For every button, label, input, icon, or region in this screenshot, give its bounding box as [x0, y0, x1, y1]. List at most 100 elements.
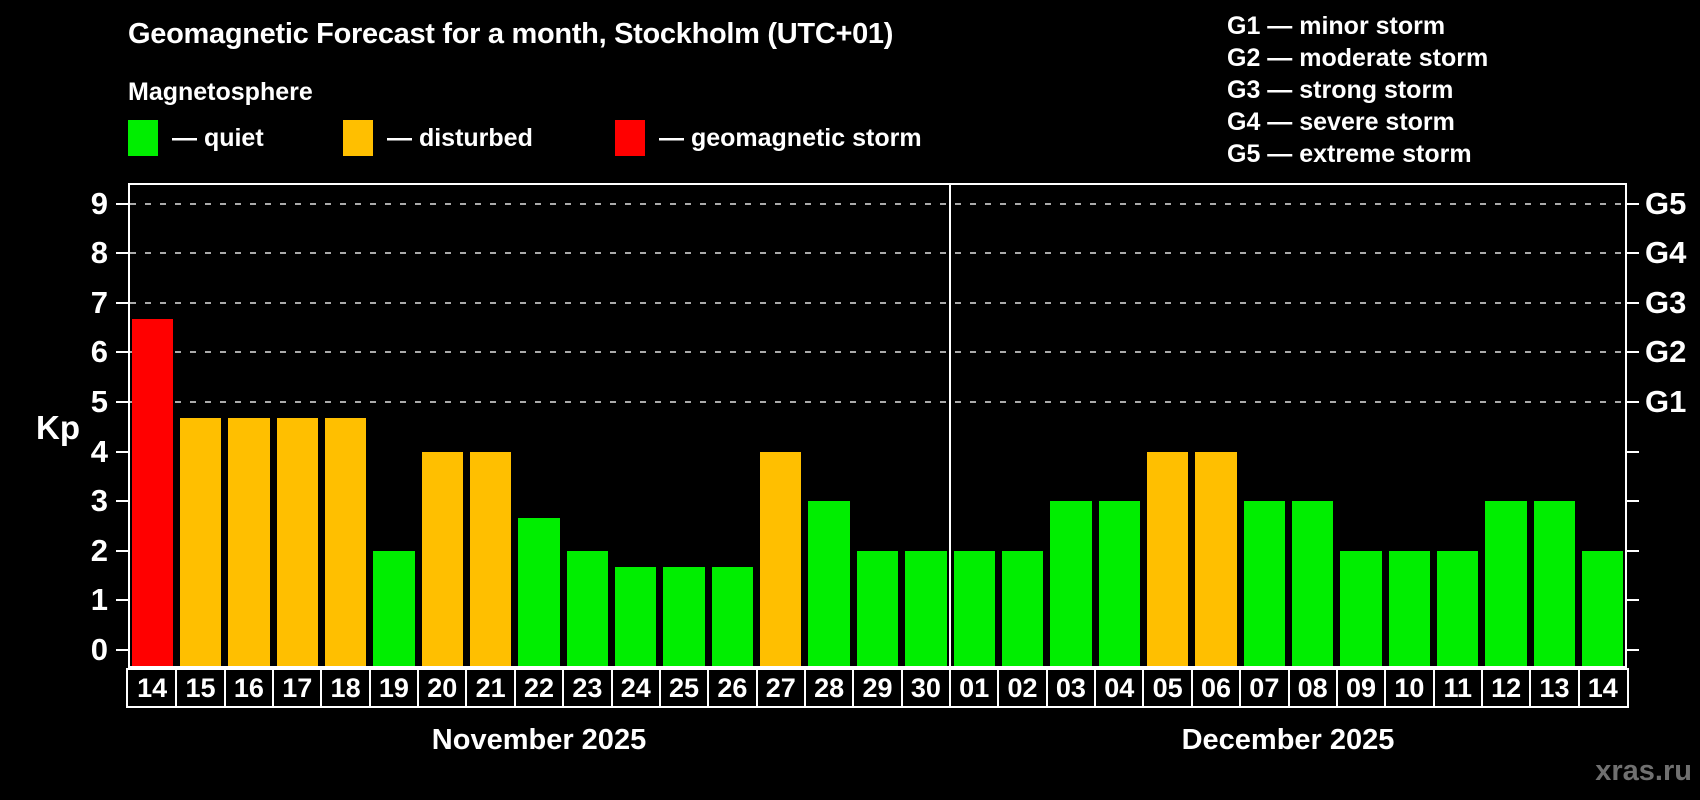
- y-axis-tick-left: [116, 252, 128, 255]
- kp-bar: [421, 451, 463, 666]
- plot-area: [128, 183, 1627, 668]
- g-axis-label-g1: G1: [1645, 384, 1687, 419]
- day-label-cell: 04: [1104, 673, 1135, 703]
- y-axis-tick-left: [116, 450, 128, 453]
- day-cell-divider: [900, 670, 903, 706]
- y-axis-tick-left: [116, 549, 128, 552]
- day-cell-divider: [562, 670, 565, 706]
- day-cell-divider: [707, 670, 710, 706]
- day-cell-divider: [1190, 670, 1193, 706]
- day-cell-divider: [803, 670, 806, 706]
- y-axis-tick-right: [1627, 649, 1639, 651]
- kp-bar: [1146, 451, 1189, 666]
- legend-label-storm: — geomagnetic storm: [659, 123, 922, 152]
- day-label-cell: 19: [378, 673, 409, 703]
- day-label-cell: 12: [1491, 673, 1522, 703]
- y-axis-tick-label: 3: [90, 483, 108, 519]
- kp-bar: [808, 501, 850, 666]
- kp-bar: [1195, 451, 1237, 666]
- day-cell-divider: [1577, 670, 1580, 706]
- day-cell-divider: [513, 670, 516, 706]
- day-label-cell: 03: [1055, 673, 1086, 703]
- y-axis-tick-label: 2: [90, 532, 108, 568]
- kp-bar: [469, 451, 512, 666]
- g-legend-line-g5: G5 — extreme storm: [1227, 140, 1472, 168]
- day-label-cell: 06: [1200, 673, 1231, 703]
- day-cell-divider: [320, 670, 323, 706]
- day-label-cell: 10: [1394, 673, 1425, 703]
- day-label-cell: 25: [669, 673, 700, 703]
- g-axis-label-g5: G5: [1645, 185, 1687, 221]
- y-axis-tick-left: [116, 202, 128, 205]
- day-label-row: [126, 668, 1629, 708]
- kp-bar: [179, 418, 222, 666]
- disturbed-swatch-icon: [343, 120, 373, 156]
- month-label-november: November 2025: [431, 724, 647, 756]
- kp-bar: [663, 567, 705, 666]
- quiet-swatch-icon: [128, 120, 158, 156]
- kp-bar: [1485, 501, 1527, 666]
- y-axis-tick-right: [1627, 351, 1639, 354]
- kp-bar: [1437, 550, 1479, 666]
- kp-bar: [518, 517, 560, 666]
- day-label-cell: 18: [330, 673, 361, 703]
- kp-bar: [1292, 501, 1334, 666]
- day-label-cell: 15: [185, 673, 216, 703]
- y-axis-tick-right: [1627, 599, 1639, 602]
- day-cell-divider: [417, 670, 420, 706]
- gridline-kp-5: [130, 401, 1625, 403]
- kp-bar: [1582, 550, 1624, 666]
- day-label-cell: 27: [765, 673, 796, 703]
- day-cell-divider: [1432, 670, 1435, 706]
- day-label-cell: 11: [1443, 673, 1473, 703]
- legend-item-storm: — geomagnetic storm: [615, 120, 922, 156]
- day-cell-divider: [1335, 670, 1338, 706]
- storm-swatch-icon: [615, 120, 645, 156]
- y-axis-tick-left: [116, 351, 128, 354]
- kp-bar: [1243, 501, 1285, 666]
- legend-item-disturbed: — disturbed: [343, 120, 533, 156]
- y-axis-tick-left: [116, 500, 128, 503]
- gridline-kp-9: [130, 202, 1625, 205]
- day-cell-divider: [1480, 670, 1483, 706]
- y-axis-tick-right: [1627, 500, 1639, 503]
- kp-bar: [760, 451, 802, 666]
- day-label-cell: 05: [1152, 673, 1183, 703]
- day-cell-divider: [368, 670, 371, 706]
- g-legend-line-g3: G3 — strong storm: [1227, 76, 1454, 104]
- day-cell-divider: [223, 670, 226, 706]
- g-legend-line-g1: G1 — minor storm: [1227, 12, 1446, 40]
- kp-bar: [324, 418, 367, 666]
- gridline-kp-8: [130, 252, 1625, 255]
- day-label-cell: 02: [1007, 673, 1038, 703]
- kp-bar: [1388, 550, 1431, 666]
- kp-bar: [1340, 550, 1382, 666]
- day-cell-divider: [610, 670, 613, 706]
- y-axis-tick-right: [1627, 401, 1639, 403]
- chart-subtitle: Magnetosphere: [128, 78, 313, 106]
- page-title: Geomagnetic Forecast for a month, Stockh…: [128, 18, 894, 50]
- day-label-cell: 29: [862, 673, 893, 703]
- watermark: xras.ru: [1595, 755, 1692, 787]
- day-label-cell: 14: [1587, 673, 1618, 703]
- kp-bar: [131, 319, 173, 666]
- y-axis-tick-left: [116, 401, 128, 403]
- kp-bar: [1533, 501, 1576, 666]
- day-label-cell: 09: [1346, 673, 1377, 703]
- month-separator: [949, 185, 952, 666]
- y-axis-tick-label: 0: [90, 632, 108, 667]
- y-axis-tick-label: 1: [90, 582, 108, 618]
- gridline-kp-7: [130, 301, 1625, 304]
- day-label-cell: 07: [1249, 673, 1280, 703]
- day-label-cell: 22: [523, 673, 555, 703]
- kp-bar: [276, 418, 318, 666]
- day-cell-divider: [1094, 670, 1097, 706]
- y-axis-tick-label: 6: [90, 334, 108, 370]
- y-axis-tick-right: [1627, 450, 1639, 453]
- kp-bar: [1050, 501, 1092, 666]
- y-axis-tick-label: 7: [90, 284, 108, 320]
- y-axis-tick-label: 8: [90, 235, 108, 271]
- day-label-cell: 24: [620, 673, 651, 703]
- kp-bar: [1001, 550, 1044, 666]
